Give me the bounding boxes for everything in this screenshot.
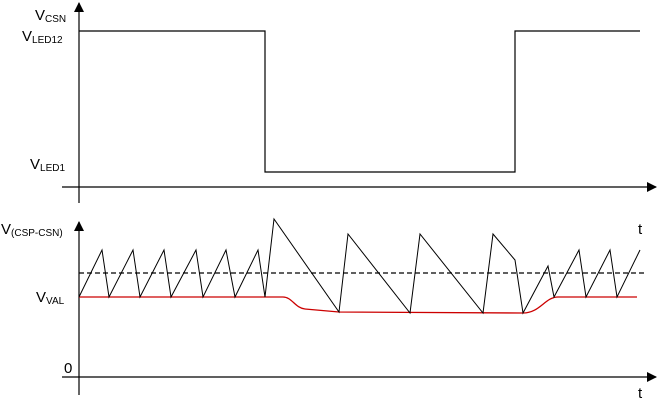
vcsn-axis-label: VCSN	[35, 7, 67, 25]
top-time-axis-label: t	[638, 221, 643, 238]
zero-label: 0	[64, 360, 73, 377]
sense-voltage-sawtooth	[78, 217, 641, 315]
vled12-level-label: VLED12	[22, 28, 63, 46]
vcsn-waveform	[79, 30, 640, 173]
vval-floor-trace	[79, 296, 637, 314]
vval-level-label: VVAL	[36, 289, 65, 307]
vcsp-csn-axis-label: V(CSP-CSN)	[1, 221, 63, 239]
bottom-time-axis-label: t	[638, 385, 643, 402]
vled1-level-label: VLED1	[30, 156, 66, 174]
